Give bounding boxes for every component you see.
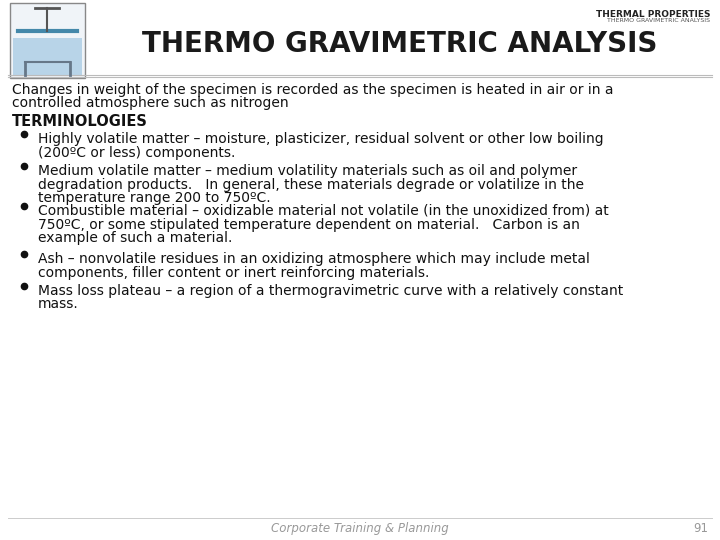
Text: 750ºC, or some stipulated temperature dependent on material.   Carbon is an: 750ºC, or some stipulated temperature de… xyxy=(38,218,580,232)
Text: THERMO GRAVIMETRIC ANALYSIS: THERMO GRAVIMETRIC ANALYSIS xyxy=(607,18,710,23)
Text: THERMAL PROPERTIES: THERMAL PROPERTIES xyxy=(595,10,710,19)
Text: mass.: mass. xyxy=(38,298,78,312)
Text: Combustible material – oxidizable material not volatile (in the unoxidized from): Combustible material – oxidizable materi… xyxy=(38,204,608,218)
Text: controlled atmosphere such as nitrogen: controlled atmosphere such as nitrogen xyxy=(12,96,289,110)
Text: Changes in weight of the specimen is recorded as the specimen is heated in air o: Changes in weight of the specimen is rec… xyxy=(12,83,613,97)
Text: THERMO GRAVIMETRIC ANALYSIS: THERMO GRAVIMETRIC ANALYSIS xyxy=(143,30,657,58)
Text: example of such a material.: example of such a material. xyxy=(38,231,233,245)
Text: Highly volatile matter – moisture, plasticizer, residual solvent or other low bo: Highly volatile matter – moisture, plast… xyxy=(38,132,603,146)
Text: Ash – nonvolatile residues in an oxidizing atmosphere which may include metal: Ash – nonvolatile residues in an oxidizi… xyxy=(38,252,590,266)
Text: temperature range 200 to 750ºC.: temperature range 200 to 750ºC. xyxy=(38,191,271,205)
Text: Mass loss plateau – a region of a thermogravimetric curve with a relatively cons: Mass loss plateau – a region of a thermo… xyxy=(38,284,624,298)
Bar xyxy=(10,3,85,78)
Text: TERMINOLOGIES: TERMINOLOGIES xyxy=(12,114,148,129)
Text: Medium volatile matter – medium volatility materials such as oil and polymer: Medium volatile matter – medium volatili… xyxy=(38,164,577,178)
Text: Corporate Training & Planning: Corporate Training & Planning xyxy=(271,522,449,535)
Text: components, filler content or inert reinforcing materials.: components, filler content or inert rein… xyxy=(38,266,429,280)
Bar xyxy=(13,38,82,75)
Text: (200ºC or less) components.: (200ºC or less) components. xyxy=(38,145,235,159)
Text: 91: 91 xyxy=(693,522,708,535)
Text: degradation products.   In general, these materials degrade or volatilize in the: degradation products. In general, these … xyxy=(38,178,584,192)
